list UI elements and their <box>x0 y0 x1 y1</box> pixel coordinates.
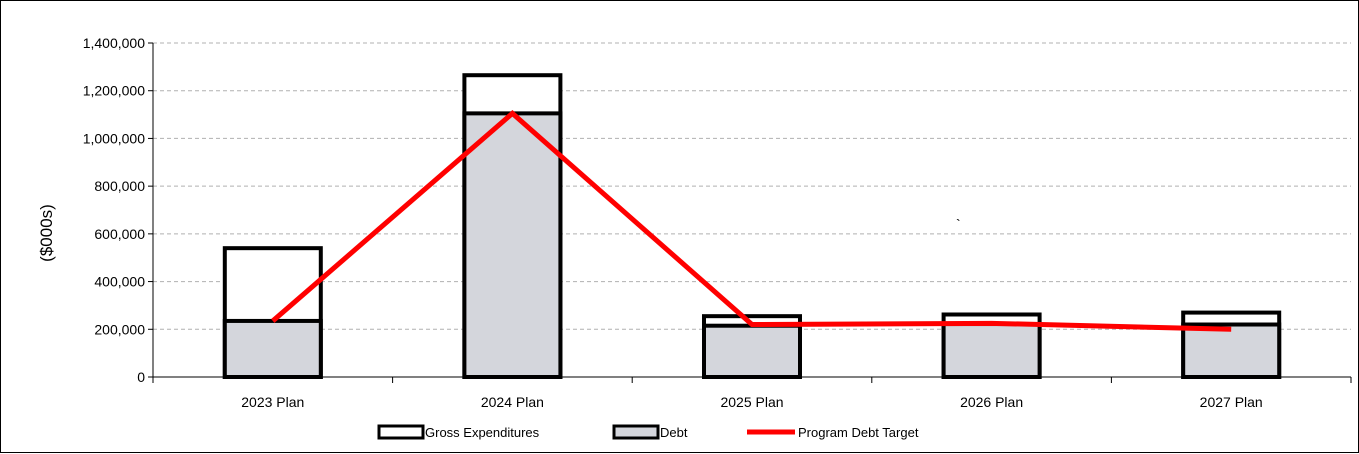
y-tick-label: 1,200,000 <box>83 83 145 99</box>
x-tick-label: 2024 Plan <box>481 394 544 410</box>
legend-label: Program Debt Target <box>798 425 919 440</box>
axes <box>148 42 1352 383</box>
legend-swatch-debt <box>612 424 660 440</box>
x-tick-label: 2026 Plan <box>960 394 1023 410</box>
x-tick-labels: 2023 Plan 2024 Plan 2025 Plan 2026 Plan 2027… <box>241 394 1262 410</box>
y-tick-label: 400,000 <box>94 274 145 290</box>
target-line <box>271 110 1232 332</box>
bar-debt <box>222 318 323 379</box>
y-tick-label: 0 <box>137 369 145 385</box>
annotation-mark: ` <box>956 216 961 232</box>
grid-lines <box>153 42 1351 330</box>
x-tick-label: 2025 Plan <box>720 394 783 410</box>
bar-debt <box>1181 322 1282 379</box>
y-tick-label: 200,000 <box>94 321 145 337</box>
bars <box>222 73 1282 380</box>
legend-swatch-gross-expenditures <box>377 424 425 440</box>
line-program-debt-target <box>271 110 1232 332</box>
bar-debt <box>941 322 1042 379</box>
y-tick-label: 800,000 <box>94 178 145 194</box>
y-axis-title: ($000s) <box>37 204 56 262</box>
x-tick-label: 2023 Plan <box>241 394 304 410</box>
bar-debt <box>462 111 563 379</box>
y-tick-label: 1,000,000 <box>83 130 145 146</box>
legend: Gross Expenditures Debt Program Debt Targe… <box>377 424 919 440</box>
bar-debt <box>702 323 802 380</box>
legend-label: Gross Expenditures <box>425 425 540 440</box>
y-tick-label: 600,000 <box>94 226 145 242</box>
y-tick-labels: 0 200,000 400,000 600,000 800,000 1,000,000 1,… <box>83 35 146 385</box>
x-tick-label: 2027 Plan <box>1200 394 1263 410</box>
y-tick-label: 1,400,000 <box>83 35 145 51</box>
legend-label: Debt <box>660 425 688 440</box>
